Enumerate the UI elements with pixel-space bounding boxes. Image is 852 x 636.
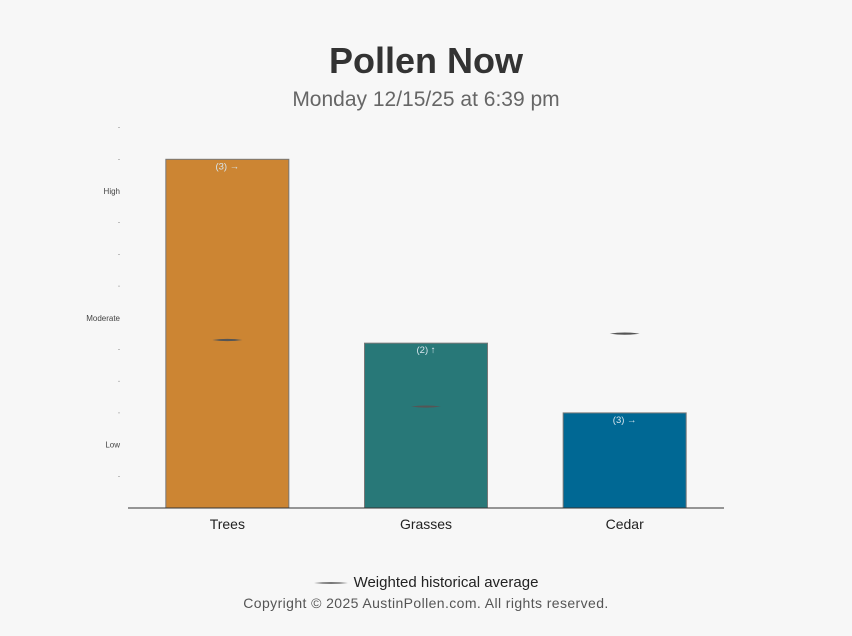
x-tick-label: Grasses — [400, 516, 452, 532]
chart-title: Pollen Now — [328, 40, 523, 81]
y-tick-label: Low — [105, 441, 120, 450]
historical-average-legend-icon — [313, 581, 348, 584]
copyright-text: Copyright © 2025 AustinPollen.com. All r… — [243, 595, 609, 611]
bar-grasses — [364, 342, 488, 509]
bar-value-label: (2) ↑ — [417, 345, 436, 356]
chart-subtitle: Monday 12/15/25 at 6:39 pm — [292, 88, 560, 111]
pollen-bar-chart: Low Moderate High (3) → Trees (2) ↑ Grasses (3)… — [86, 127, 724, 532]
y-tick-label: Moderate — [86, 314, 120, 323]
y-tick-label: High — [104, 187, 120, 196]
x-tick-label: Trees — [210, 516, 245, 532]
bar-cedar — [562, 412, 687, 509]
legend-label: Weighted historical average — [353, 574, 539, 591]
historical-average-marker — [609, 332, 640, 335]
historical-average-marker — [212, 338, 243, 342]
bar-value-label: (3) → — [215, 161, 239, 172]
bar-trees — [165, 158, 290, 509]
x-tick-label: Cedar — [606, 516, 644, 532]
chart-legend: Weighted historical average — [0, 574, 852, 591]
bar-value-label: (3) → — [613, 415, 637, 426]
historical-average-marker — [411, 405, 441, 408]
